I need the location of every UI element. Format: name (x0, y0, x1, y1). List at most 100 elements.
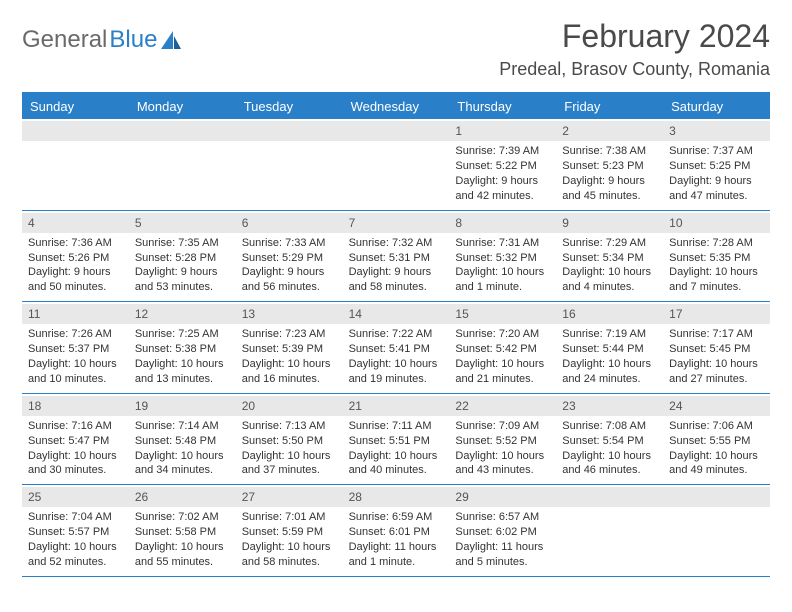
day-number: 3 (663, 121, 770, 141)
sunrise-line: Sunrise: 7:25 AM (135, 327, 230, 342)
day-number: 14 (343, 304, 450, 324)
day-number: 19 (129, 396, 236, 416)
sunrise-line: Sunrise: 7:26 AM (28, 327, 123, 342)
day-number: 8 (449, 213, 556, 233)
empty-cell (129, 119, 236, 211)
day-cell: 11Sunrise: 7:26 AMSunset: 5:37 PMDayligh… (22, 302, 129, 394)
day-info: Sunrise: 7:32 AMSunset: 5:31 PMDaylight:… (347, 236, 446, 295)
day-number: 25 (22, 487, 129, 507)
day-header: Sunday (22, 94, 129, 119)
empty-cell (663, 485, 770, 577)
sunrise-line: Sunrise: 7:09 AM (455, 419, 550, 434)
sunrise-line: Sunrise: 7:17 AM (669, 327, 764, 342)
day-header: Thursday (449, 94, 556, 119)
day-number: 15 (449, 304, 556, 324)
day-info: Sunrise: 7:31 AMSunset: 5:32 PMDaylight:… (453, 236, 552, 295)
sunset-line: Sunset: 5:52 PM (455, 434, 550, 449)
day-header: Wednesday (343, 94, 450, 119)
sunrise-line: Sunrise: 6:59 AM (349, 510, 444, 525)
day-cell: 6Sunrise: 7:33 AMSunset: 5:29 PMDaylight… (236, 211, 343, 303)
sunset-line: Sunset: 5:41 PM (349, 342, 444, 357)
empty-cell (236, 119, 343, 211)
day-info: Sunrise: 7:37 AMSunset: 5:25 PMDaylight:… (667, 144, 766, 203)
day-info: Sunrise: 7:11 AMSunset: 5:51 PMDaylight:… (347, 419, 446, 478)
day-info: Sunrise: 7:36 AMSunset: 5:26 PMDaylight:… (26, 236, 125, 295)
empty-daynum-bar (556, 487, 663, 507)
sunset-line: Sunset: 5:45 PM (669, 342, 764, 357)
day-cell: 5Sunrise: 7:35 AMSunset: 5:28 PMDaylight… (129, 211, 236, 303)
day-header: Monday (129, 94, 236, 119)
day-cell: 15Sunrise: 7:20 AMSunset: 5:42 PMDayligh… (449, 302, 556, 394)
sunrise-line: Sunrise: 7:31 AM (455, 236, 550, 251)
day-info: Sunrise: 7:04 AMSunset: 5:57 PMDaylight:… (26, 510, 125, 569)
sunset-line: Sunset: 6:01 PM (349, 525, 444, 540)
day-info: Sunrise: 7:19 AMSunset: 5:44 PMDaylight:… (560, 327, 659, 386)
day-number: 12 (129, 304, 236, 324)
sunset-line: Sunset: 5:39 PM (242, 342, 337, 357)
sunset-line: Sunset: 6:02 PM (455, 525, 550, 540)
daylight-line: Daylight: 10 hours and 1 minute. (455, 265, 550, 295)
sunset-line: Sunset: 5:25 PM (669, 159, 764, 174)
sunset-line: Sunset: 5:58 PM (135, 525, 230, 540)
day-cell: 8 Sunrise: 7:31 AMSunset: 5:32 PMDaylight… (449, 211, 556, 303)
sunset-line: Sunset: 5:44 PM (562, 342, 657, 357)
daylight-line: Daylight: 11 hours and 1 minute. (349, 540, 444, 570)
daylight-line: Daylight: 10 hours and 27 minutes. (669, 357, 764, 387)
sunset-line: Sunset: 5:31 PM (349, 251, 444, 266)
day-cell: 18Sunrise: 7:16 AMSunset: 5:47 PMDayligh… (22, 394, 129, 486)
day-number: 27 (236, 487, 343, 507)
sunrise-line: Sunrise: 7:08 AM (562, 419, 657, 434)
day-cell: 10Sunrise: 7:28 AMSunset: 5:35 PMDayligh… (663, 211, 770, 303)
sunrise-line: Sunrise: 7:13 AM (242, 419, 337, 434)
daylight-line: Daylight: 9 hours and 56 minutes. (242, 265, 337, 295)
sunset-line: Sunset: 5:22 PM (455, 159, 550, 174)
day-cell: 20Sunrise: 7:13 AMSunset: 5:50 PMDayligh… (236, 394, 343, 486)
day-number: 10 (663, 213, 770, 233)
day-info: Sunrise: 7:09 AMSunset: 5:52 PMDaylight:… (453, 419, 552, 478)
day-number: 7 (343, 213, 450, 233)
day-number: 17 (663, 304, 770, 324)
day-cell: 28Sunrise: 6:59 AMSunset: 6:01 PMDayligh… (343, 485, 450, 577)
day-number: 22 (449, 396, 556, 416)
daylight-line: Daylight: 10 hours and 55 minutes. (135, 540, 230, 570)
sunrise-line: Sunrise: 7:01 AM (242, 510, 337, 525)
day-number: 2 (556, 121, 663, 141)
daylight-line: Daylight: 11 hours and 5 minutes. (455, 540, 550, 570)
day-info: Sunrise: 7:17 AMSunset: 5:45 PMDaylight:… (667, 327, 766, 386)
sunrise-line: Sunrise: 7:28 AM (669, 236, 764, 251)
sunrise-line: Sunrise: 7:35 AM (135, 236, 230, 251)
sunrise-line: Sunrise: 7:39 AM (455, 144, 550, 159)
daylight-line: Daylight: 10 hours and 34 minutes. (135, 449, 230, 479)
sunrise-line: Sunrise: 7:06 AM (669, 419, 764, 434)
empty-daynum-bar (22, 121, 129, 141)
daylight-line: Daylight: 10 hours and 49 minutes. (669, 449, 764, 479)
daylight-line: Daylight: 9 hours and 45 minutes. (562, 174, 657, 204)
sunrise-line: Sunrise: 6:57 AM (455, 510, 550, 525)
daylight-line: Daylight: 10 hours and 46 minutes. (562, 449, 657, 479)
sunset-line: Sunset: 5:55 PM (669, 434, 764, 449)
day-number: 24 (663, 396, 770, 416)
sunset-line: Sunset: 5:57 PM (28, 525, 123, 540)
day-info: Sunrise: 7:02 AMSunset: 5:58 PMDaylight:… (133, 510, 232, 569)
sunset-line: Sunset: 5:47 PM (28, 434, 123, 449)
sunrise-line: Sunrise: 7:16 AM (28, 419, 123, 434)
day-cell: 24 Sunrise: 7:06 AMSunset: 5:55 PMDayligh… (663, 394, 770, 486)
logo: GeneralBlue (22, 18, 183, 54)
daylight-line: Daylight: 10 hours and 16 minutes. (242, 357, 337, 387)
daylight-line: Daylight: 9 hours and 50 minutes. (28, 265, 123, 295)
day-info: Sunrise: 7:06 AMSunset: 5:55 PMDaylight:… (667, 419, 766, 478)
sunrise-line: Sunrise: 7:11 AM (349, 419, 444, 434)
day-cell: 3 Sunrise: 7:37 AMSunset: 5:25 PMDaylight… (663, 119, 770, 211)
day-cell: 14Sunrise: 7:22 AMSunset: 5:41 PMDayligh… (343, 302, 450, 394)
sunrise-line: Sunrise: 7:38 AM (562, 144, 657, 159)
day-number: 6 (236, 213, 343, 233)
day-cell: 21Sunrise: 7:11 AMSunset: 5:51 PMDayligh… (343, 394, 450, 486)
empty-daynum-bar (663, 487, 770, 507)
day-info: Sunrise: 7:26 AMSunset: 5:37 PMDaylight:… (26, 327, 125, 386)
day-info: Sunrise: 7:01 AMSunset: 5:59 PMDaylight:… (240, 510, 339, 569)
day-number: 29 (449, 487, 556, 507)
empty-cell (556, 485, 663, 577)
daylight-line: Daylight: 9 hours and 47 minutes. (669, 174, 764, 204)
sunset-line: Sunset: 5:32 PM (455, 251, 550, 266)
day-cell: 25 Sunrise: 7:04 AMSunset: 5:57 PMDayligh… (22, 485, 129, 577)
